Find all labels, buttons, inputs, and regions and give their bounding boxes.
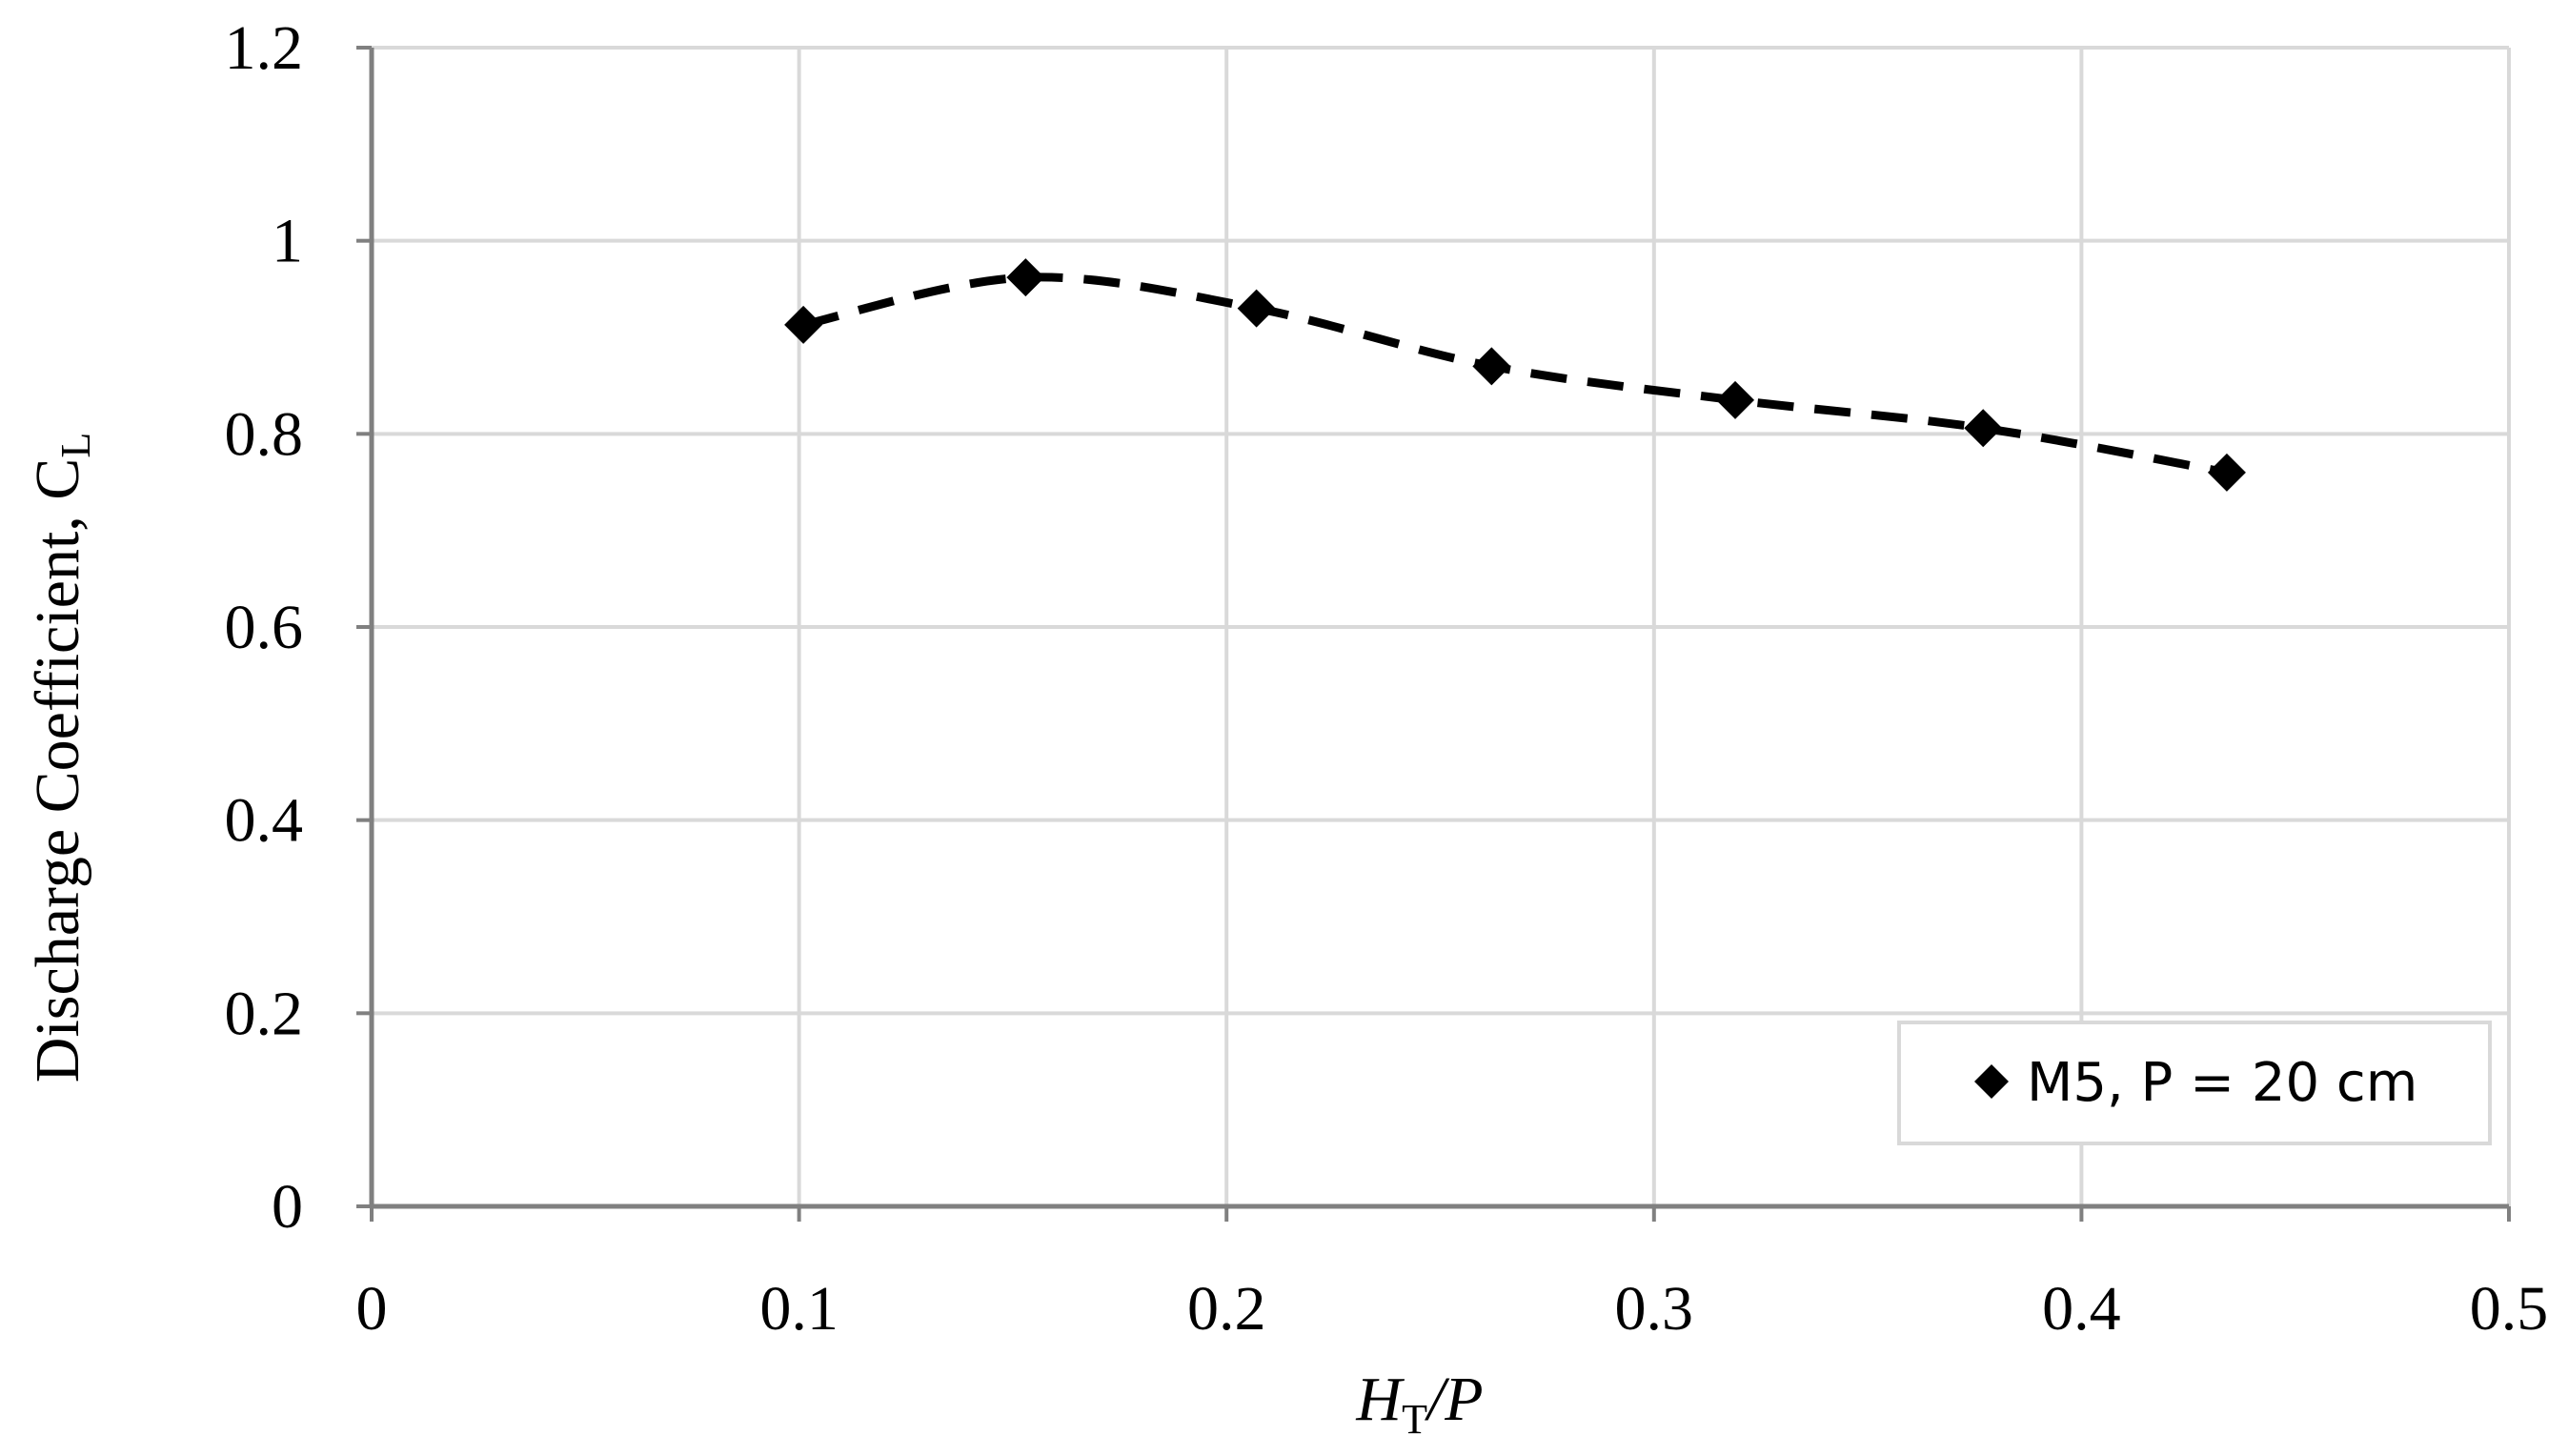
x-tick-label: 0.2 (1187, 1274, 1266, 1344)
series-trendline (802, 273, 2228, 477)
series-layer (784, 258, 2246, 492)
axes (356, 46, 2511, 1222)
x-tick-label: 0.5 (2470, 1274, 2549, 1344)
y-tick-label: 0.4 (225, 786, 304, 856)
x-tick-label: 0 (356, 1274, 388, 1344)
data-point (1237, 289, 1276, 328)
x-axis-title: HT/P (1355, 1365, 1483, 1443)
legend-marker (1974, 1064, 2009, 1099)
x-tick-label: 0.3 (1615, 1274, 1694, 1344)
tick-labels: 0 0.1 0.2 0.3 0.4 0.5 0 0.2 0.4 0.6 0.8 1 1.2 (225, 13, 2549, 1344)
grid-lines (372, 46, 2511, 1206)
y-tick-label: 0.2 (225, 979, 304, 1048)
y-tick-label: 0 (272, 1172, 303, 1242)
legend-label: M5, P = 20 cm (2027, 1052, 2417, 1114)
data-point (784, 305, 823, 344)
data-point (1716, 380, 1755, 419)
y-tick-label: 1 (272, 207, 303, 276)
data-point (2207, 453, 2246, 492)
y-tick-label: 0.6 (225, 593, 304, 662)
y-tick-label: 0.8 (225, 399, 304, 469)
data-point (1006, 258, 1045, 297)
y-axis-title: Discharge Coefficient, CL (23, 433, 99, 1082)
y-tick-label: 1.2 (225, 13, 304, 83)
data-point (1472, 347, 1511, 386)
data-point (1964, 409, 2003, 448)
x-tick-label: 0.4 (2042, 1274, 2121, 1344)
x-tick-label: 0.1 (759, 1274, 839, 1344)
legend: M5, P = 20 cm (1897, 1021, 2492, 1145)
